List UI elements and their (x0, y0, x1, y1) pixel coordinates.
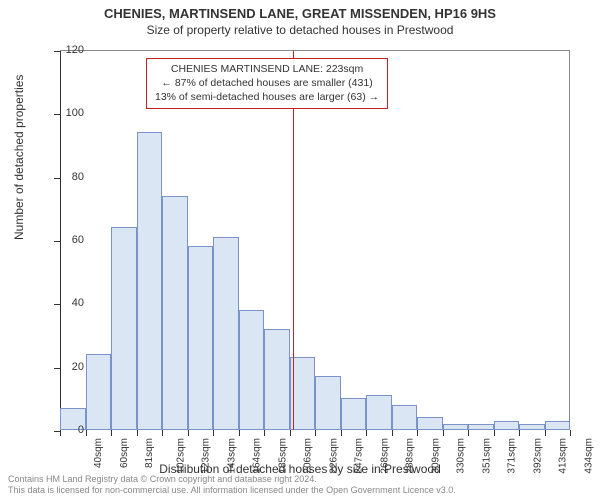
x-tick-label: 351sqm (481, 438, 492, 474)
annotation-box: CHENIES MARTINSEND LANE: 223sqm← 87% of … (146, 58, 388, 109)
x-tick-label: 226sqm (328, 438, 339, 474)
histogram-bar (188, 246, 214, 430)
x-tick (417, 430, 418, 436)
x-tick (545, 430, 546, 436)
histogram-bar (494, 421, 520, 431)
y-axis-label: Number of detached properties (12, 75, 26, 240)
annotation-line: CHENIES MARTINSEND LANE: 223sqm (155, 62, 379, 76)
x-tick (519, 430, 520, 436)
y-tick-label: 80 (54, 171, 84, 183)
histogram-bar (443, 424, 469, 430)
x-tick-label: 164sqm (252, 438, 263, 474)
x-tick (111, 430, 112, 436)
x-tick-label: 371sqm (507, 438, 518, 474)
x-tick (315, 430, 316, 436)
x-tick (239, 430, 240, 436)
y-tick-label: 40 (54, 297, 84, 309)
x-tick-label: 123sqm (201, 438, 212, 474)
x-tick-label: 102sqm (175, 438, 186, 474)
x-tick (341, 430, 342, 436)
histogram-bar (264, 329, 290, 430)
y-tick-label: 0 (54, 424, 84, 436)
x-tick (570, 430, 571, 436)
x-tick-label: 413sqm (558, 438, 569, 474)
footer-line-1: Contains HM Land Registry data © Crown c… (8, 474, 456, 485)
x-tick-label: 81sqm (144, 438, 155, 468)
x-tick (443, 430, 444, 436)
histogram-bar (392, 405, 418, 430)
footer-line-2: This data is licensed for non-commercial… (8, 485, 456, 496)
y-tick-label: 100 (54, 107, 84, 119)
x-tick (366, 430, 367, 436)
x-tick (290, 430, 291, 436)
x-tick (213, 430, 214, 436)
chart-title-sub: Size of property relative to detached ho… (0, 23, 600, 37)
x-tick (392, 430, 393, 436)
x-tick-label: 268sqm (379, 438, 390, 474)
x-tick-label: 143sqm (226, 438, 237, 474)
histogram-bar (137, 132, 163, 430)
histogram-bar (213, 237, 239, 430)
annotation-line: 13% of semi-detached houses are larger (… (155, 90, 379, 104)
histogram-bar (86, 354, 112, 430)
x-tick (162, 430, 163, 436)
x-tick-label: 309sqm (430, 438, 441, 474)
histogram-bar (341, 398, 367, 430)
histogram-bar (315, 376, 341, 430)
histogram-bar (519, 424, 545, 430)
x-tick-label: 60sqm (119, 438, 130, 468)
y-tick-label: 20 (54, 361, 84, 373)
footer-attribution: Contains HM Land Registry data © Crown c… (8, 474, 456, 497)
x-tick (137, 430, 138, 436)
histogram-bar (468, 424, 494, 430)
x-tick (494, 430, 495, 436)
chart-title-main: CHENIES, MARTINSEND LANE, GREAT MISSENDE… (0, 6, 600, 21)
y-tick-label: 120 (54, 44, 84, 56)
y-tick-label: 60 (54, 234, 84, 246)
histogram-bar (545, 421, 571, 431)
x-tick-label: 330sqm (456, 438, 467, 474)
histogram-bar (366, 395, 392, 430)
x-tick (468, 430, 469, 436)
x-tick-label: 392sqm (532, 438, 543, 474)
x-tick-label: 206sqm (303, 438, 314, 474)
x-tick (86, 430, 87, 436)
annotation-line: ← 87% of detached houses are smaller (43… (155, 76, 379, 90)
x-tick (188, 430, 189, 436)
histogram-bar (162, 196, 188, 430)
x-tick-label: 434sqm (583, 438, 594, 474)
x-tick-label: 247sqm (354, 438, 365, 474)
histogram-bar (111, 227, 137, 430)
x-tick-label: 288sqm (405, 438, 416, 474)
x-tick-label: 185sqm (277, 438, 288, 474)
histogram-bar (239, 310, 265, 430)
x-tick-label: 40sqm (93, 438, 104, 468)
x-tick (264, 430, 265, 436)
histogram-bar (417, 417, 443, 430)
